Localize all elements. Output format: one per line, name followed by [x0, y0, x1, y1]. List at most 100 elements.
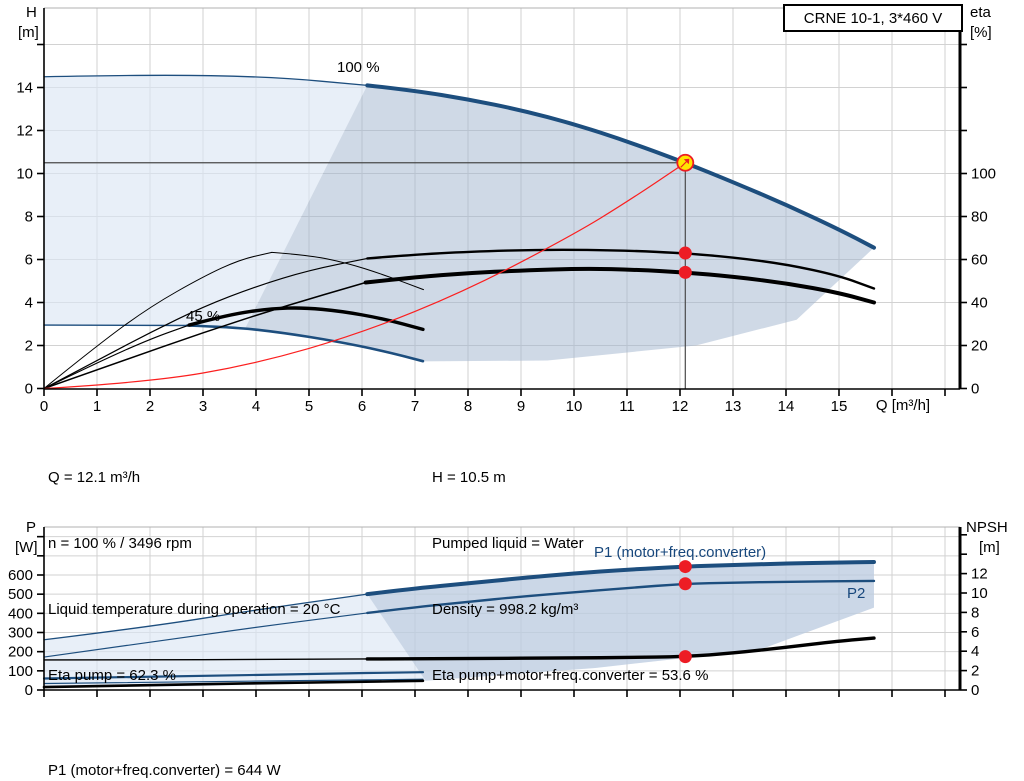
- x-tick-label: 0: [40, 398, 48, 415]
- x-tick-label: 15: [831, 398, 848, 415]
- x-tick-label: 8: [464, 398, 472, 415]
- left-tick-label: 600: [8, 567, 33, 584]
- p2-45: [43, 678, 424, 685]
- right-tick-label: 4: [971, 643, 979, 660]
- h-axis-label: H: [26, 4, 37, 21]
- x-tick-label: 1: [93, 398, 101, 415]
- liquid-temp-value: Liquid temperature during operation = 20…: [48, 601, 341, 618]
- power-npsh-chart-result-dot-1: [678, 577, 692, 591]
- eta-total-rise: [43, 281, 367, 390]
- qh-eta-chart-annotations: 100 % 45 %: [186, 59, 380, 325]
- qh-100: [365, 83, 876, 250]
- eta-pump-rise: [43, 257, 368, 390]
- pump-title-box: CRNE 10-1, 3*460 V: [783, 4, 963, 32]
- qh-eta-chart-curves: [43, 74, 876, 390]
- npsh-axis-label: NPSH: [966, 519, 1008, 536]
- x-tick-label: 14: [778, 398, 795, 415]
- right-tick-label: 100: [971, 166, 996, 183]
- result-dot: [678, 246, 692, 260]
- right-tick-label: 80: [971, 209, 988, 226]
- p1-value: P1 (motor+freq.converter) = 644 W: [48, 762, 281, 779]
- qh-eta-chart-result-dot-0: [678, 246, 692, 260]
- p2: [366, 579, 876, 615]
- qh-100-thin: [43, 74, 368, 86]
- eta-total: [363, 266, 876, 305]
- x-tick-label: 10: [566, 398, 583, 415]
- x-tick-label: 5: [305, 398, 313, 415]
- eta-pump-45: [271, 251, 424, 291]
- pumped-liquid-value: Pumped liquid = Water: [432, 535, 584, 552]
- right-tick-label: 0: [971, 381, 979, 398]
- right-tick-label: 8: [971, 604, 979, 621]
- power-npsh-chart-annotation: P1 (motor+freq.converter): [594, 544, 766, 561]
- x-tick-label: 4: [252, 398, 260, 415]
- right-tick-label: 20: [971, 338, 988, 355]
- right-tick-label: 0: [971, 682, 979, 699]
- power-npsh-chart-curves: [42, 559, 876, 689]
- pump-title: CRNE 10-1, 3*460 V: [803, 9, 943, 27]
- qh-eta-chart-envelopes: [44, 74, 874, 362]
- x-tick-label: 9: [517, 398, 525, 415]
- eta-pump-value: Eta pump = 62.3 %: [48, 667, 176, 684]
- operating-point-arrow-icon: [683, 158, 690, 165]
- power-npsh-chart-result-dot-0: [678, 560, 692, 574]
- speed-value: n = 100 % / 3496 rpm: [48, 535, 192, 552]
- p2-thin: [43, 612, 368, 658]
- power-info: P1 (motor+freq.converter) = 644 W P2 = 5…: [48, 703, 281, 781]
- density-value: Density = 998.2 kg/m³: [432, 601, 579, 618]
- result-dot: [678, 650, 692, 664]
- power-npsh-chart-result-dot-2: [678, 650, 692, 664]
- left-tick-label: 14: [16, 80, 33, 97]
- left-tick-label: 200: [8, 644, 33, 661]
- right-tick-label: 10: [971, 585, 988, 602]
- right-tick-label: 2: [971, 663, 979, 680]
- left-tick-label: 0: [25, 381, 33, 398]
- left-tick-label: 12: [16, 123, 33, 140]
- left-tick-label: 500: [8, 586, 33, 603]
- right-tick-label: 6: [971, 624, 979, 641]
- p1-thin: [43, 593, 368, 641]
- result-dot: [678, 265, 692, 279]
- x-tick-label: 3: [199, 398, 207, 415]
- qh-eta-chart-result-dot-1: [678, 265, 692, 279]
- left-tick-label: 10: [16, 166, 33, 183]
- result-dot: [678, 577, 692, 591]
- qh-eta-chart-operating-point-marker[interactable]: [676, 153, 695, 172]
- envelope-dark: [244, 85, 874, 362]
- x-tick-label: 6: [358, 398, 366, 415]
- eta-total-45-rise: [43, 324, 190, 390]
- p1: [365, 559, 876, 597]
- x-tick-label: 13: [725, 398, 742, 415]
- q-value: Q = 12.1 m³/h: [48, 469, 141, 486]
- right-tick-label: 40: [971, 295, 988, 312]
- h-axis-unit: [m]: [18, 24, 39, 41]
- npsh: [365, 636, 876, 661]
- power-npsh-chart-annotations: P1 (motor+freq.converter) P2: [594, 544, 865, 602]
- power-npsh-chart-annotation: P2: [847, 585, 865, 602]
- eta-axis-label: eta: [970, 4, 991, 21]
- left-tick-label: 400: [8, 605, 33, 622]
- x-tick-label: 7: [411, 398, 419, 415]
- eta-pump: [366, 248, 876, 290]
- envelope-light: [44, 74, 368, 331]
- duty-point-info-right: H = 10.5 m Pumped liquid = Water Density…: [432, 423, 708, 731]
- eta-total-45: [187, 306, 425, 332]
- x-axis-title: Q [m³/h]: [876, 397, 930, 414]
- left-tick-label: 4: [25, 295, 33, 312]
- left-tick-label: 100: [8, 663, 33, 680]
- p-axis-unit: [W]: [15, 539, 38, 556]
- left-tick-label: 300: [8, 624, 33, 641]
- eta-axis-unit: [%]: [970, 24, 992, 41]
- x-tick-label: 12: [672, 398, 689, 415]
- p-axis-label: P: [26, 519, 37, 536]
- p1-45: [42, 671, 425, 680]
- qh-45: [185, 324, 425, 363]
- eta-pump-45-rise: [43, 251, 273, 389]
- qh-eta-chart-annotation: 45 %: [186, 308, 220, 325]
- result-dot: [678, 560, 692, 574]
- h-value: H = 10.5 m: [432, 469, 506, 486]
- left-tick-label: 6: [25, 252, 33, 269]
- power-npsh-chart-ticks: 0 100 200 300 400 500 600 0 2 4 6 8 10 12: [8, 533, 988, 699]
